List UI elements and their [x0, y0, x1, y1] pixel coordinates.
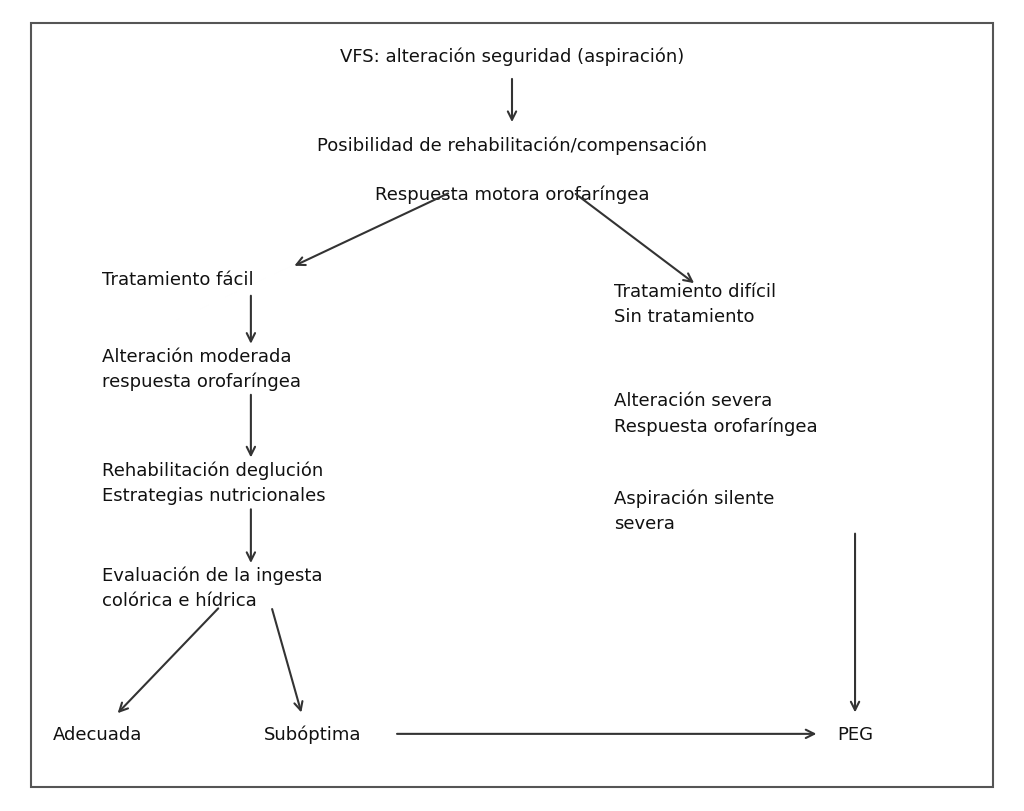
Text: Alteración moderada
respuesta orofaríngea: Alteración moderada respuesta orofarínge…	[102, 347, 301, 391]
Text: Rehabilitación deglución
Estrategias nutricionales: Rehabilitación deglución Estrategias nut…	[102, 461, 326, 504]
Text: Adecuada: Adecuada	[52, 725, 142, 743]
Text: Posibilidad de rehabilitación/compensación: Posibilidad de rehabilitación/compensaci…	[317, 137, 707, 155]
Text: Respuesta motora orofaríngea: Respuesta motora orofaríngea	[375, 186, 649, 204]
Text: Aspiración silente
severa: Aspiración silente severa	[614, 489, 775, 533]
Text: Alteración severa
Respuesta orofaríngea: Alteración severa Respuesta orofaríngea	[614, 392, 818, 436]
Text: Tratamiento fácil: Tratamiento fácil	[102, 271, 254, 289]
Text: Subóptima: Subóptima	[263, 725, 361, 743]
Text: Tratamiento difícil
Sin tratamiento: Tratamiento difícil Sin tratamiento	[614, 283, 776, 325]
Text: VFS: alteración seguridad (aspiración): VFS: alteración seguridad (aspiración)	[340, 48, 684, 66]
Text: PEG: PEG	[837, 725, 873, 743]
Text: Evaluación de la ingesta
colórica e hídrica: Evaluación de la ingesta colórica e hídr…	[102, 566, 323, 610]
